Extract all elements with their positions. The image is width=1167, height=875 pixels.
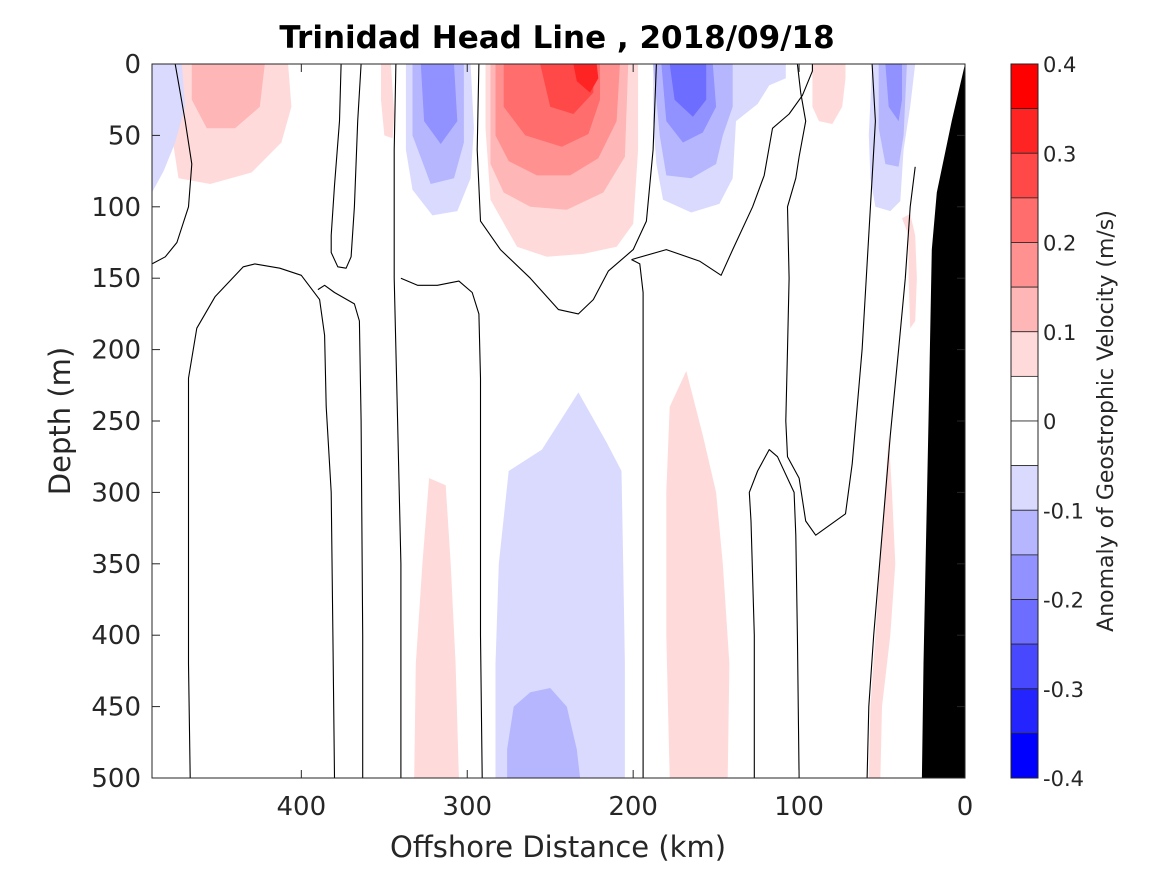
red-anomaly-160km-deep — [666, 371, 730, 778]
colorbar-tick-label: 0.3 — [1043, 142, 1076, 166]
colorbar-level — [1010, 152, 1039, 199]
colorbar-level — [1010, 688, 1039, 734]
x-tick-label: 300 — [442, 792, 492, 822]
colorbar-levels — [1010, 63, 1039, 779]
zero-contour-left-deep-loop — [187, 263, 336, 779]
x-tick-label: 0 — [957, 792, 974, 822]
y-axis: 0 50 100 150 200 250 300 350 400 450 500 — [91, 50, 965, 794]
x-axis-title: Offshore Distance (km) — [390, 830, 726, 864]
red-anomaly-35km-narrow — [902, 213, 917, 329]
zero-contour-center-deep-loop — [317, 284, 364, 778]
red-anomaly-348km — [381, 64, 395, 139]
red-anomaly-315km-deep — [414, 478, 459, 778]
zero-contour-300km-loop — [400, 277, 483, 779]
chart-title: Trinidad Head Line , 2018/09/18 — [279, 20, 834, 56]
x-tick-label: 200 — [608, 792, 658, 822]
zero-contour-upper-380km — [330, 63, 362, 269]
red-anomaly-85km — [812, 64, 846, 124]
blue-anomaly-245km-deep-core — [507, 688, 581, 778]
colorbar: 0.4 0.3 0.2 0.1 0 -0.1 -0.2 -0.3 -0.4 Anomaly of… — [1010, 53, 1119, 791]
colorbar-level — [1010, 331, 1039, 377]
colorbar-ticks: 0.4 0.3 0.2 0.1 0 -0.1 -0.2 -0.3 -0.4 — [1043, 53, 1084, 791]
zero-contours — [151, 63, 916, 779]
colorbar-level — [1010, 108, 1039, 154]
blue-anomaly-310km-l3 — [420, 64, 458, 144]
y-tick-label: 50 — [108, 121, 141, 151]
red-anomaly-440km-core — [191, 64, 265, 129]
colorbar-tick-label: -0.3 — [1043, 678, 1084, 702]
colorbar-level — [1010, 375, 1039, 422]
colorbar-level — [1010, 286, 1039, 333]
y-axis-title: Depth (m) — [43, 347, 77, 495]
colorbar-level — [1010, 420, 1039, 467]
blue-anomaly-165km-l4 — [669, 64, 707, 117]
colorbar-tick-label: -0.1 — [1043, 499, 1084, 523]
blue-anomaly-40km-l3 — [885, 64, 902, 122]
zero-contour-right-100km — [785, 63, 876, 536]
y-tick-label: 400 — [91, 621, 141, 651]
colorbar-level — [1010, 197, 1039, 243]
y-tick-label: 350 — [91, 550, 141, 580]
y-tick-label: 200 — [91, 336, 141, 366]
colorbar-level — [1010, 465, 1039, 511]
colorbar-tick-label: 0.2 — [1043, 232, 1076, 256]
y-tick-label: 150 — [91, 264, 141, 294]
anomaly-fills — [152, 64, 917, 778]
colorbar-tick-label: 0.1 — [1043, 321, 1076, 345]
colorbar-level — [1010, 63, 1039, 110]
colorbar-tick-label: 0 — [1043, 410, 1056, 434]
y-tick-label: 250 — [91, 407, 141, 437]
x-tick-label: 400 — [277, 792, 327, 822]
colorbar-level — [1010, 242, 1039, 288]
colorbar-level — [1010, 509, 1039, 556]
zero-contour-195km-deep — [631, 259, 644, 778]
blue-anomaly-245km-deep — [495, 392, 625, 778]
y-tick-label: 0 — [124, 50, 141, 80]
x-axis: 400 300 200 100 0 — [277, 64, 974, 822]
x-tick-label: 100 — [774, 792, 824, 822]
y-tick-label: 450 — [91, 693, 141, 723]
zero-contour-right-deep-loop — [748, 449, 800, 779]
zero-contour-upper-left — [151, 63, 193, 265]
red-anomaly-55km-deep — [868, 435, 896, 778]
seafloor-slope — [921, 64, 965, 778]
colorbar-tick-label: 0.4 — [1043, 53, 1076, 77]
colorbar-level — [1010, 554, 1039, 600]
colorbar-title: Anomaly of Geostrophic Velocity (m/s) — [1094, 210, 1119, 632]
y-tick-label: 100 — [91, 193, 141, 223]
contour-plot: 400 300 200 100 0 0 50 100 150 200 250 300 350 400 45… — [91, 50, 973, 822]
colorbar-level — [1010, 599, 1039, 645]
bathymetry — [921, 64, 965, 778]
y-tick-label: 300 — [91, 478, 141, 508]
zero-contour-upper-right-140km — [631, 64, 813, 276]
colorbar-tick-label: -0.4 — [1043, 767, 1084, 791]
red-anomaly-240km-l6 — [573, 64, 599, 93]
colorbar-frame — [1010, 63, 1039, 779]
colorbar-level — [1010, 643, 1039, 690]
zero-contour-central-dome — [476, 63, 657, 315]
zero-contour-340km — [393, 63, 402, 778]
colorbar-tick-label: -0.2 — [1043, 589, 1084, 613]
blue-anomaly-490km — [152, 64, 186, 193]
colorbar-level — [1010, 732, 1039, 779]
y-tick-label: 500 — [91, 764, 141, 794]
zero-contour-far-right — [866, 166, 916, 779]
